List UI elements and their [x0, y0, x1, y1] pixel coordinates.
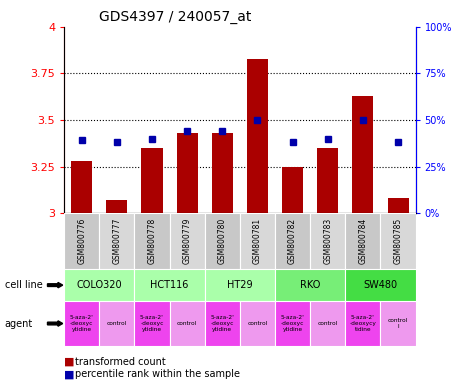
Bar — [99, 301, 134, 346]
Text: RKO: RKO — [300, 280, 320, 290]
Bar — [317, 148, 338, 213]
Bar — [205, 269, 275, 301]
Bar — [380, 213, 416, 269]
Bar — [205, 301, 240, 346]
Text: GSM800783: GSM800783 — [323, 218, 332, 264]
Bar — [99, 213, 134, 269]
Text: 5-aza-2'
-deoxyc
ytidine: 5-aza-2' -deoxyc ytidine — [140, 315, 164, 332]
Bar — [310, 213, 345, 269]
Bar — [170, 301, 205, 346]
Text: GSM800777: GSM800777 — [113, 218, 121, 264]
Bar — [275, 269, 345, 301]
Bar — [64, 269, 134, 301]
Text: transformed count: transformed count — [75, 357, 166, 367]
Bar — [345, 301, 380, 346]
Text: cell line: cell line — [5, 280, 42, 290]
Text: GSM800785: GSM800785 — [394, 218, 402, 264]
Text: control
l: control l — [388, 318, 408, 329]
Bar — [247, 58, 268, 213]
Bar — [345, 269, 416, 301]
Bar — [134, 301, 170, 346]
Bar — [134, 213, 170, 269]
Text: GSM800782: GSM800782 — [288, 218, 297, 264]
Bar — [64, 301, 99, 346]
Text: agent: agent — [5, 318, 33, 329]
Text: COLO320: COLO320 — [76, 280, 122, 290]
Text: HCT116: HCT116 — [151, 280, 189, 290]
Bar — [380, 301, 416, 346]
Text: 5-aza-2'
-deoxyc
ytidine: 5-aza-2' -deoxyc ytidine — [70, 315, 94, 332]
Text: ■: ■ — [64, 369, 75, 379]
Text: control: control — [107, 321, 127, 326]
Bar — [310, 301, 345, 346]
Bar — [177, 133, 198, 213]
Text: 5-aza-2'
-deoxyc
ytidine: 5-aza-2' -deoxyc ytidine — [281, 315, 304, 332]
Bar — [170, 213, 205, 269]
Text: SW480: SW480 — [363, 280, 398, 290]
Bar — [352, 96, 373, 213]
Bar — [282, 167, 303, 213]
Text: GSM800780: GSM800780 — [218, 218, 227, 264]
Bar — [142, 148, 162, 213]
Text: 5-aza-2'
-deoxycy
tidine: 5-aza-2' -deoxycy tidine — [350, 315, 376, 332]
Bar — [240, 213, 275, 269]
Text: GSM800779: GSM800779 — [183, 218, 191, 264]
Text: GDS4397 / 240057_at: GDS4397 / 240057_at — [99, 10, 252, 25]
Text: GSM800784: GSM800784 — [359, 218, 367, 264]
Bar — [240, 301, 275, 346]
Text: HT29: HT29 — [227, 280, 253, 290]
Text: percentile rank within the sample: percentile rank within the sample — [75, 369, 240, 379]
Text: GSM800778: GSM800778 — [148, 218, 156, 264]
Bar — [205, 213, 240, 269]
Text: control: control — [177, 321, 197, 326]
Bar — [388, 198, 408, 213]
Bar — [106, 200, 127, 213]
Bar — [71, 161, 92, 213]
Bar — [275, 301, 310, 346]
Text: GSM800781: GSM800781 — [253, 218, 262, 264]
Bar — [275, 213, 310, 269]
Text: ■: ■ — [64, 357, 75, 367]
Text: control: control — [247, 321, 267, 326]
Text: 5-aza-2'
-deoxyc
ytidine: 5-aza-2' -deoxyc ytidine — [210, 315, 234, 332]
Bar — [212, 133, 233, 213]
Bar — [64, 213, 99, 269]
Text: control: control — [318, 321, 338, 326]
Text: GSM800776: GSM800776 — [77, 218, 86, 264]
Bar — [345, 213, 380, 269]
Bar — [134, 269, 205, 301]
